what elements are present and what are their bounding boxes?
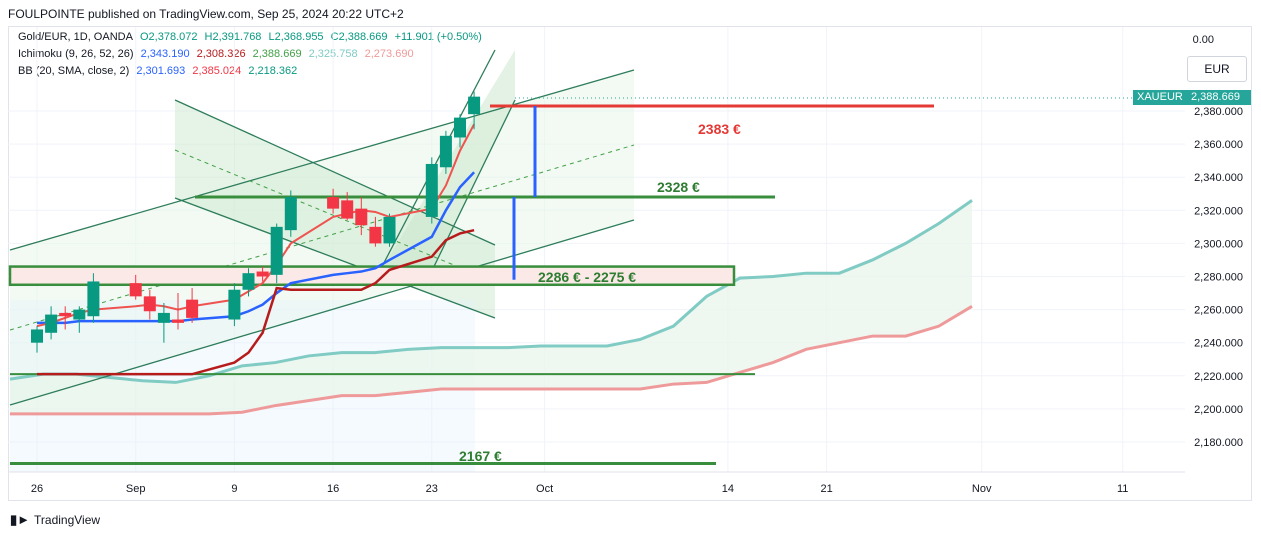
footer: ▮► TradingView bbox=[10, 512, 100, 528]
publish-header: FOULPOINTE published on TradingView.com,… bbox=[8, 7, 404, 21]
symbol-price-tag: XAUEUR bbox=[1133, 90, 1189, 105]
last-price-tag: 2,388.669 bbox=[1187, 90, 1251, 105]
legend-ichimoku-v2: 2,308.326 bbox=[196, 48, 246, 60]
tradingview-logo-icon: ▮► bbox=[10, 512, 31, 527]
legend-ichimoku-v1: 2,343.190 bbox=[140, 48, 190, 60]
legend-symbol[interactable]: Gold/EUR, 1D, OANDA bbox=[18, 31, 133, 43]
legend-close: C2,388.669 bbox=[330, 31, 388, 43]
legend-change: +11.901 (+0.50%) bbox=[394, 31, 482, 43]
legend-ichimoku-v3: 2,388.669 bbox=[252, 48, 302, 60]
legend-ohlc: Gold/EUR, 1D, OANDA O2,378.072 H2,391.76… bbox=[18, 31, 486, 43]
legend-ichimoku: Ichimoku (9, 26, 52, 26) 2,343.190 2,308… bbox=[18, 48, 418, 60]
footer-brand[interactable]: TradingView bbox=[34, 513, 101, 527]
legend-bb: BB (20, SMA, close, 2) 2,301.693 2,385.0… bbox=[18, 65, 301, 77]
chart-frame bbox=[8, 26, 1252, 501]
currency-button[interactable]: EUR bbox=[1187, 56, 1247, 82]
legend-ichimoku-name[interactable]: Ichimoku (9, 26, 52, 26) bbox=[18, 48, 134, 60]
legend-bb-v2: 2,385.024 bbox=[192, 65, 242, 77]
legend-ichimoku-v5: 2,273.690 bbox=[364, 48, 414, 60]
legend-ichimoku-v4: 2,325.758 bbox=[308, 48, 358, 60]
legend-bb-name[interactable]: BB (20, SMA, close, 2) bbox=[18, 65, 130, 77]
legend-bb-v3: 2,218.362 bbox=[248, 65, 298, 77]
legend-bb-v1: 2,301.693 bbox=[136, 65, 186, 77]
legend-low: L2,368.955 bbox=[268, 31, 324, 43]
legend-open: O2,378.072 bbox=[139, 31, 198, 43]
legend-high: H2,391.768 bbox=[204, 31, 262, 43]
